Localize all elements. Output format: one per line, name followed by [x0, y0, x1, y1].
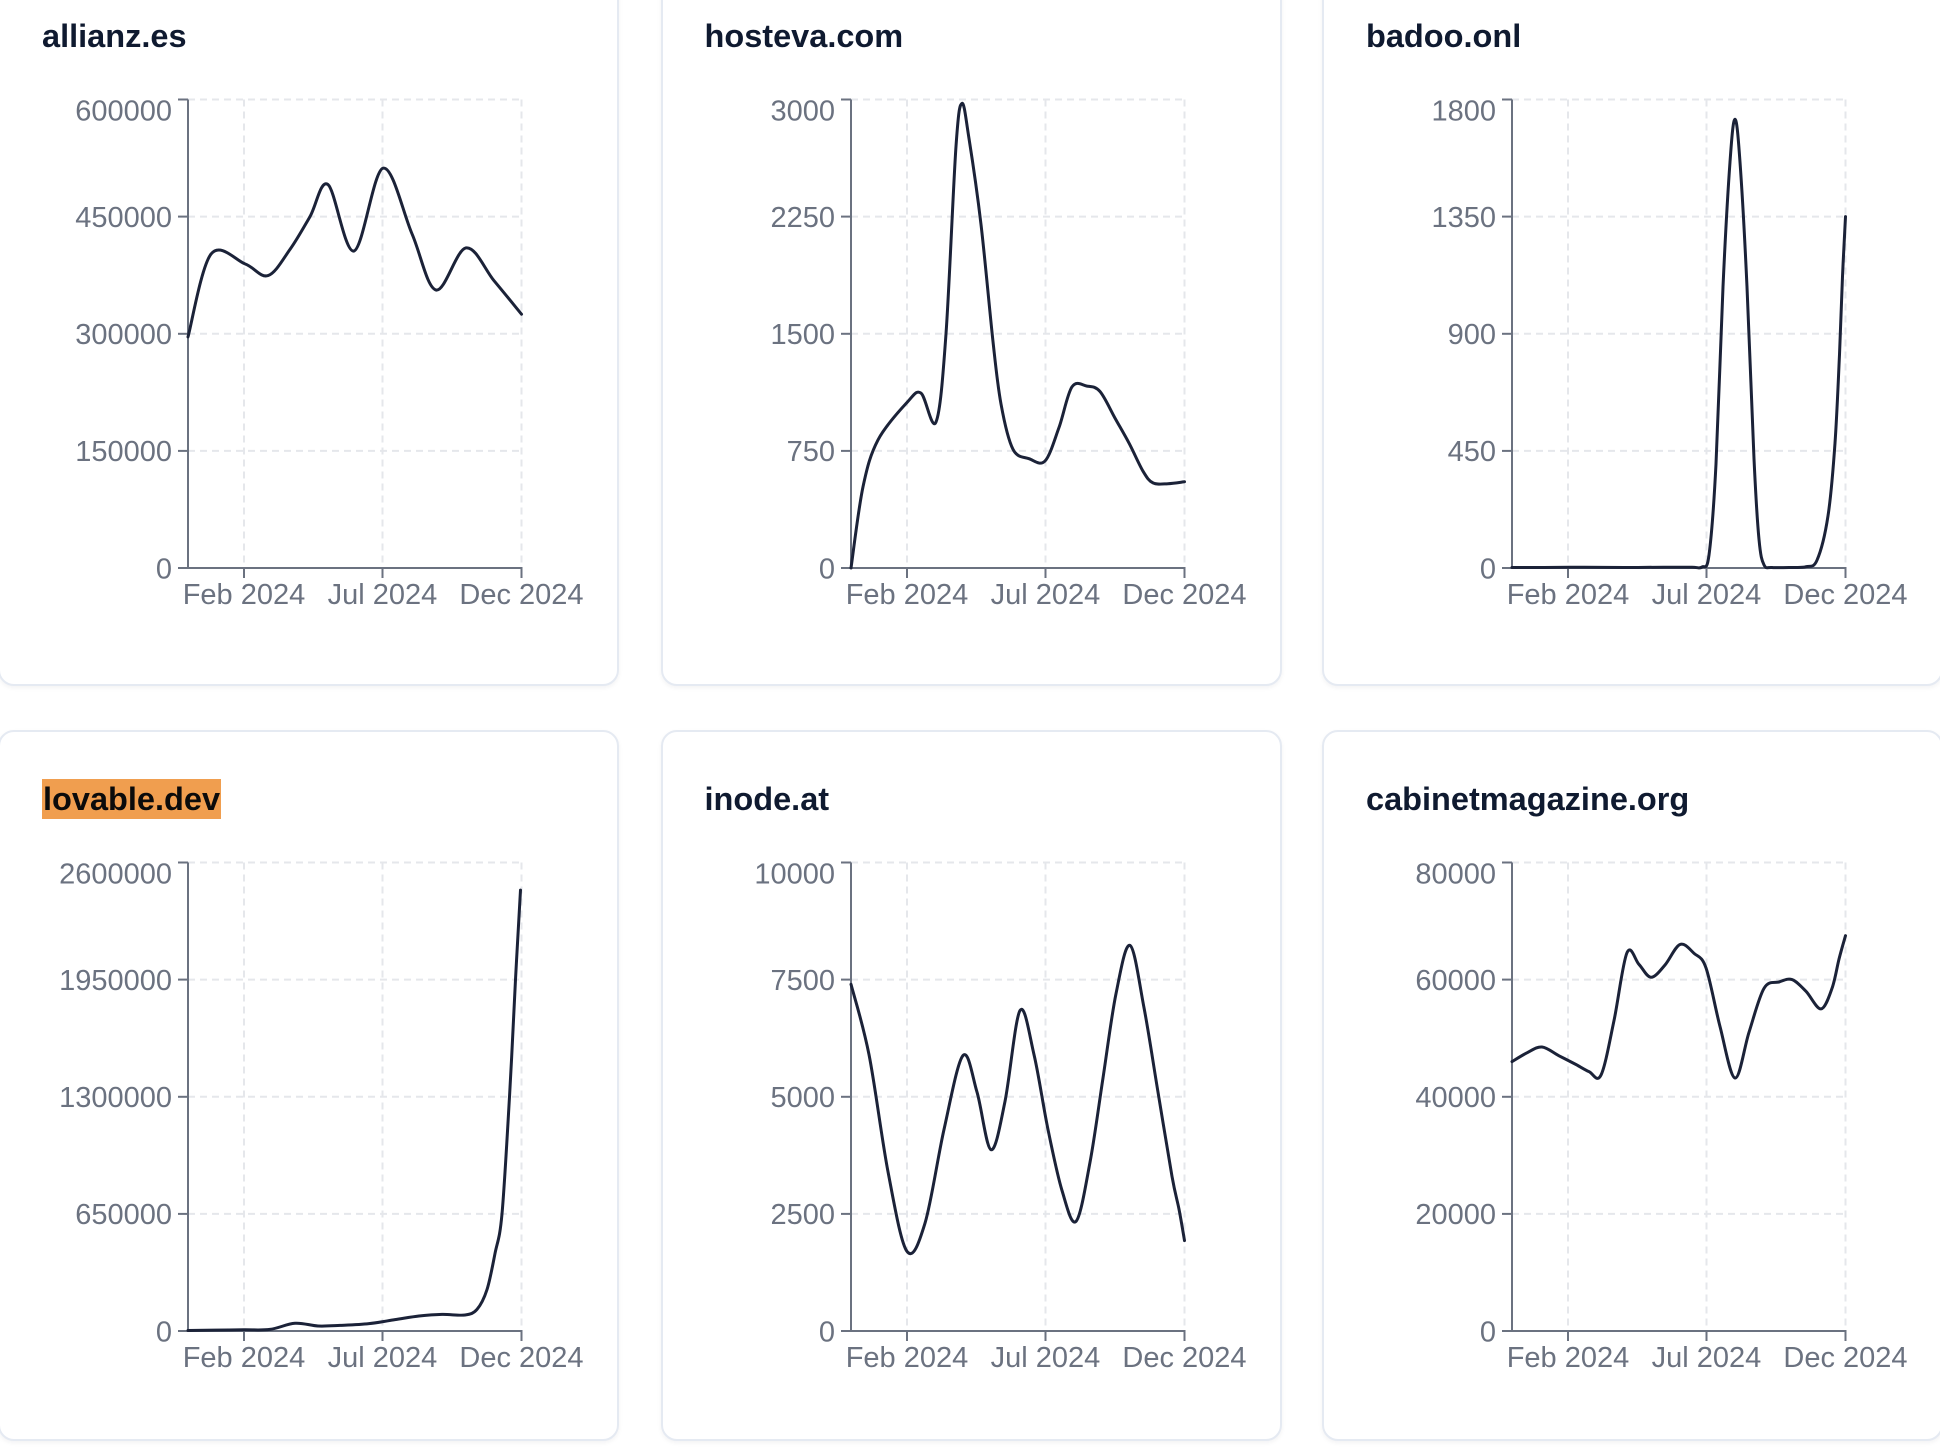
- svg-text:Dec 2024: Dec 2024: [459, 1342, 583, 1374]
- svg-text:80000: 80000: [1415, 858, 1496, 890]
- svg-text:Jul 2024: Jul 2024: [990, 579, 1100, 611]
- svg-text:150000: 150000: [75, 436, 172, 468]
- svg-text:Feb 2024: Feb 2024: [183, 1342, 306, 1374]
- svg-text:5000: 5000: [770, 1082, 835, 1114]
- svg-text:450: 450: [1448, 436, 1496, 468]
- svg-text:0: 0: [1480, 553, 1496, 585]
- svg-text:900: 900: [1448, 319, 1496, 351]
- svg-text:2500: 2500: [770, 1199, 835, 1231]
- svg-text:1300000: 1300000: [59, 1082, 172, 1114]
- svg-text:60000: 60000: [1415, 964, 1496, 996]
- svg-text:Jul 2024: Jul 2024: [328, 1342, 438, 1374]
- svg-text:0: 0: [156, 1316, 172, 1348]
- svg-text:Feb 2024: Feb 2024: [845, 1342, 968, 1374]
- svg-text:Dec 2024: Dec 2024: [459, 579, 583, 611]
- svg-text:40000: 40000: [1415, 1082, 1496, 1114]
- svg-text:1800: 1800: [1431, 96, 1496, 128]
- svg-text:10000: 10000: [754, 858, 835, 890]
- svg-text:2600000: 2600000: [59, 858, 172, 890]
- svg-text:300000: 300000: [75, 319, 172, 351]
- svg-text:1500: 1500: [770, 319, 835, 351]
- svg-text:Dec 2024: Dec 2024: [1783, 579, 1907, 611]
- svg-text:Jul 2024: Jul 2024: [1652, 579, 1762, 611]
- svg-text:Feb 2024: Feb 2024: [1507, 579, 1630, 611]
- svg-text:600000: 600000: [75, 96, 172, 128]
- svg-text:450000: 450000: [75, 202, 172, 234]
- svg-text:Jul 2024: Jul 2024: [990, 1342, 1100, 1374]
- svg-text:Jul 2024: Jul 2024: [328, 579, 438, 611]
- svg-text:2250: 2250: [770, 202, 835, 234]
- svg-text:1350: 1350: [1431, 202, 1496, 234]
- svg-text:1950000: 1950000: [59, 964, 172, 996]
- svg-text:0: 0: [156, 553, 172, 585]
- svg-text:7500: 7500: [770, 964, 835, 996]
- svg-text:0: 0: [1480, 1316, 1496, 1348]
- svg-text:Feb 2024: Feb 2024: [1507, 1342, 1630, 1374]
- svg-text:3000: 3000: [770, 96, 835, 128]
- svg-text:750: 750: [786, 436, 834, 468]
- svg-text:20000: 20000: [1415, 1199, 1496, 1231]
- svg-text:650000: 650000: [75, 1199, 172, 1231]
- svg-text:0: 0: [818, 553, 834, 585]
- svg-text:0: 0: [818, 1316, 834, 1348]
- svg-text:Jul 2024: Jul 2024: [1652, 1342, 1762, 1374]
- svg-text:Dec 2024: Dec 2024: [1122, 1342, 1246, 1374]
- svg-text:Dec 2024: Dec 2024: [1783, 1342, 1907, 1374]
- svg-text:Dec 2024: Dec 2024: [1122, 579, 1246, 611]
- svg-text:Feb 2024: Feb 2024: [183, 579, 306, 611]
- svg-text:Feb 2024: Feb 2024: [845, 579, 968, 611]
